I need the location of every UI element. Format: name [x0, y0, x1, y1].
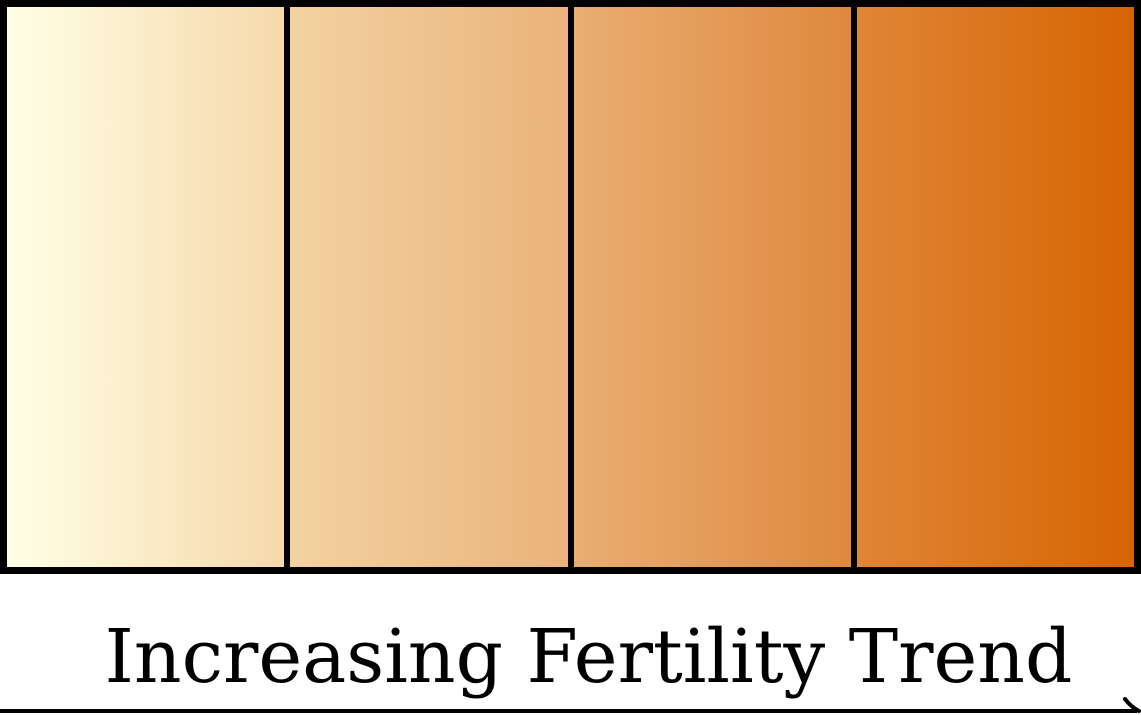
gradient-band-4	[850, 7, 1134, 567]
fertility-gradient-scale	[0, 0, 1141, 574]
gradient-band-1	[7, 7, 285, 567]
trend-label: Increasing Fertility Trend	[104, 614, 1073, 700]
gradient-band-2	[284, 7, 568, 567]
gradient-band-3	[567, 7, 851, 567]
trend-arrow-icon	[0, 697, 1141, 713]
